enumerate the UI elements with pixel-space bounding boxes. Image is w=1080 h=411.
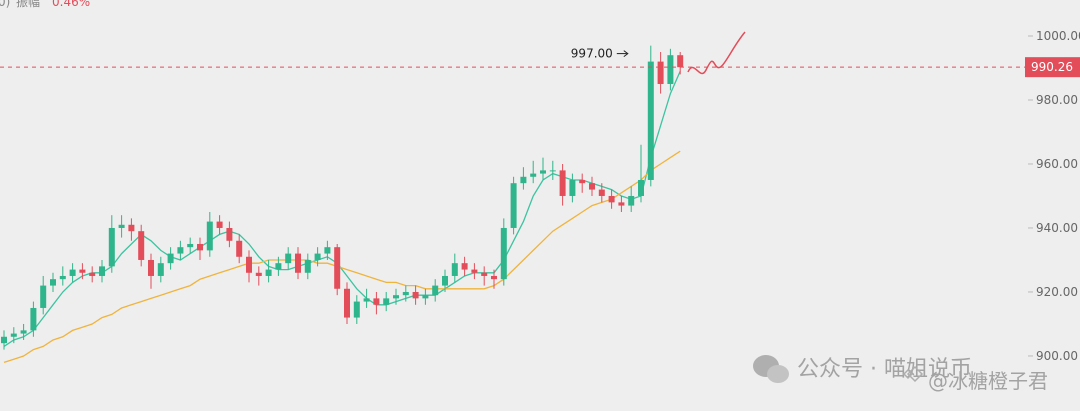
wechat-icon xyxy=(767,365,789,383)
candle-body xyxy=(108,227,115,267)
high-annotation: 997.00 xyxy=(571,47,613,61)
diamond-icon xyxy=(902,365,924,383)
candle-body xyxy=(40,285,47,308)
candle-body xyxy=(647,61,654,180)
forecast-curve xyxy=(687,31,746,75)
last-price-label: 990.26 xyxy=(1031,60,1073,74)
candle-body xyxy=(167,253,174,264)
candle-body xyxy=(20,330,27,334)
moving-average-line xyxy=(3,70,681,347)
candle-body xyxy=(432,285,439,296)
candle-body xyxy=(618,202,625,206)
candle-body xyxy=(304,259,311,273)
candle-body xyxy=(363,298,370,302)
candle-body xyxy=(50,279,56,286)
candle-body xyxy=(598,189,605,196)
candle-body xyxy=(481,272,488,276)
candle-body xyxy=(334,247,341,289)
candle-body xyxy=(344,288,350,318)
candle-body xyxy=(236,240,243,257)
candle-body xyxy=(99,266,105,276)
candle-body xyxy=(510,183,517,228)
overlay: 900.00 920.00 940.00 960.00 980.00 1000.00 997… xyxy=(0,29,1080,363)
candle-body xyxy=(1,336,7,344)
candle-body xyxy=(677,55,684,68)
candle-body xyxy=(216,221,223,228)
candle-body xyxy=(657,61,664,84)
moving-average-line xyxy=(3,150,681,364)
header-value: 0.46% xyxy=(52,0,90,9)
candle-body xyxy=(177,247,184,254)
candle-body xyxy=(628,195,635,206)
last-price-tag xyxy=(1025,57,1080,78)
candle-body xyxy=(226,227,233,241)
candle-body xyxy=(295,253,301,273)
candle-body xyxy=(187,243,194,248)
candle-body xyxy=(157,263,164,276)
candle-body xyxy=(500,227,507,280)
y-tick-label: 1000.00 xyxy=(1036,29,1080,43)
y-tick-label: 940.00 xyxy=(1036,221,1078,235)
candle-body xyxy=(10,333,17,337)
candle-body xyxy=(412,291,419,299)
candle-body xyxy=(559,170,566,196)
candle-body xyxy=(667,55,674,84)
candle-body xyxy=(197,243,203,251)
grid xyxy=(1028,35,1033,357)
watermark-source: 公众号 · 喵姐说币 xyxy=(797,357,972,382)
candle-body xyxy=(89,272,96,276)
candle-body xyxy=(402,291,409,296)
candle-body xyxy=(589,183,595,190)
candle-body xyxy=(206,221,213,251)
candles xyxy=(1,45,684,350)
y-tick-label: 920.00 xyxy=(1036,285,1078,299)
candle-body xyxy=(530,173,537,177)
candle-body xyxy=(255,272,262,276)
candle-body xyxy=(353,301,360,318)
candle-body xyxy=(393,295,399,299)
watermark-author: @冰糖橙子君 xyxy=(928,369,1048,393)
candle-body xyxy=(79,269,86,273)
candle-body xyxy=(451,263,458,276)
candle-body xyxy=(314,253,321,260)
y-tick-label: 980.00 xyxy=(1036,93,1078,107)
candle-body xyxy=(246,256,252,273)
candle-body xyxy=(383,298,390,305)
candle-body xyxy=(540,170,546,174)
candle-body xyxy=(69,269,76,276)
candle-body xyxy=(422,295,429,299)
annotation-arrowhead xyxy=(623,50,629,57)
y-tick-label: 900.00 xyxy=(1036,349,1078,363)
candle-body xyxy=(549,170,556,172)
candle-body xyxy=(128,224,135,232)
candle-body xyxy=(491,275,497,280)
candle-body xyxy=(373,298,380,305)
y-tick-label: 960.00 xyxy=(1036,157,1078,171)
candle-body xyxy=(520,176,527,184)
header-label: 振幅 xyxy=(16,0,40,9)
candle-body xyxy=(461,263,468,270)
candle-body xyxy=(118,224,125,228)
candle-body xyxy=(638,179,644,196)
candle-body xyxy=(579,179,586,184)
candle-body xyxy=(265,269,272,276)
candle-body xyxy=(285,253,292,264)
watermark: 公众号 · 喵姐说币 @冰糖橙子君 xyxy=(753,355,1048,393)
moving-averages xyxy=(3,70,681,364)
candle-body xyxy=(442,275,448,286)
candle-body xyxy=(275,263,282,270)
candle-body xyxy=(569,179,576,196)
candle-body xyxy=(471,269,478,273)
candle-body xyxy=(30,307,37,331)
header-prefix: 0) xyxy=(0,0,10,9)
candle-body xyxy=(324,247,331,254)
candle-body xyxy=(608,195,615,203)
candle-body xyxy=(59,275,66,280)
candle-body xyxy=(148,259,154,276)
candle-body xyxy=(138,231,145,260)
